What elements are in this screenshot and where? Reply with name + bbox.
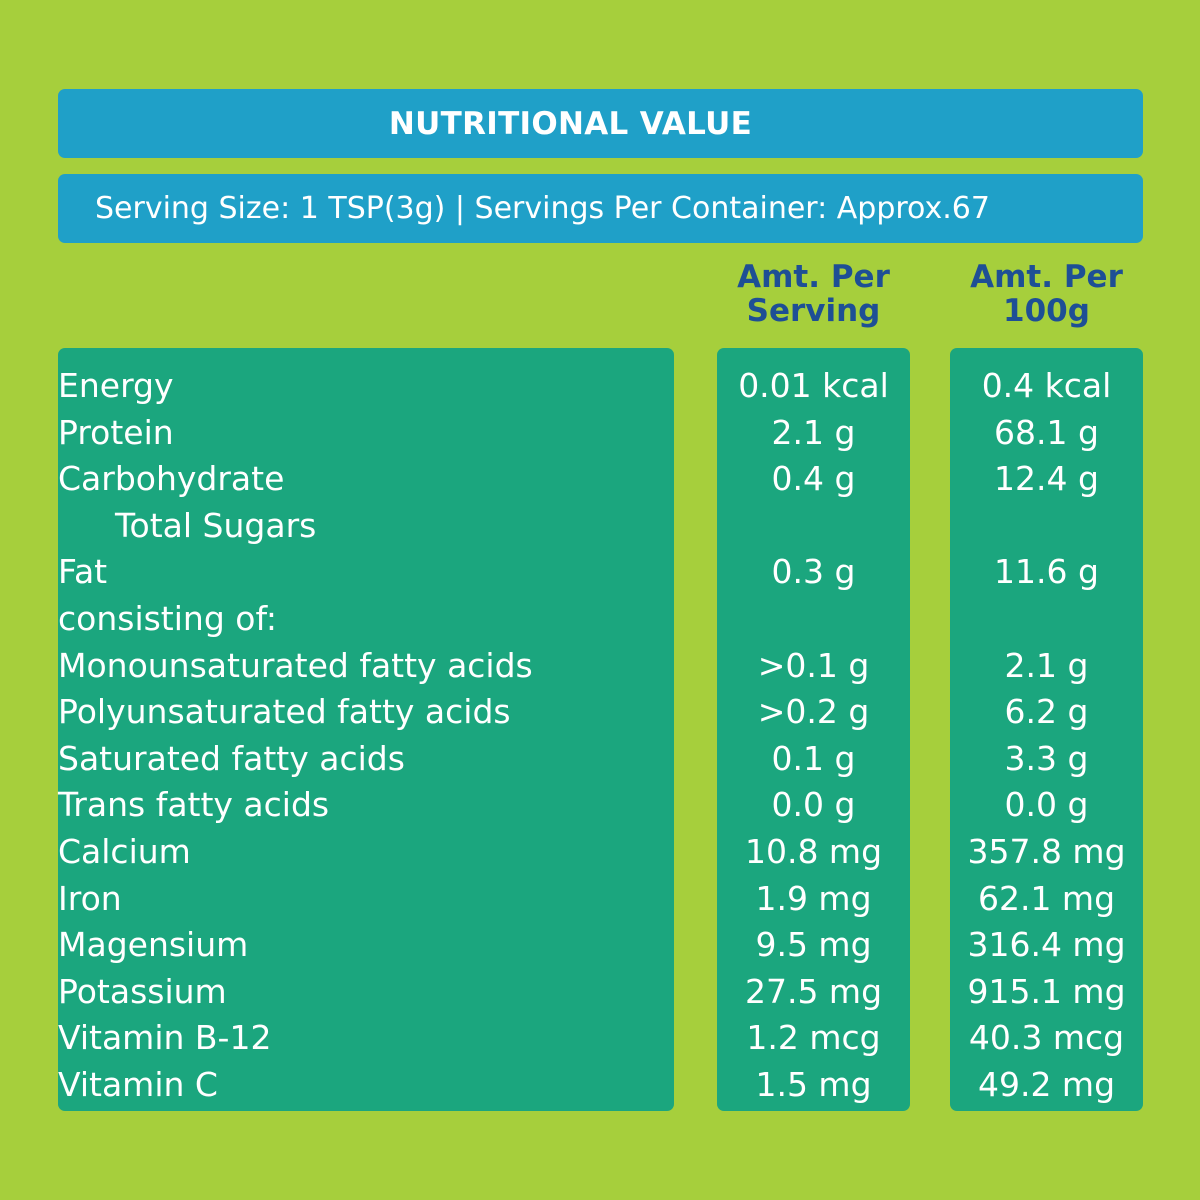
- nutrient-name: Vitamin C: [58, 1064, 218, 1104]
- nutrient-name: consisting of:: [58, 598, 278, 638]
- per-serving-value: [717, 503, 910, 550]
- per-serving-value: 0.3 g: [771, 552, 856, 592]
- per-serving-value: 9.5 mg: [755, 925, 872, 965]
- per-serving-value: 27.5 mg: [744, 971, 883, 1011]
- title-bar: NUTRITIONAL VALUE: [58, 89, 1143, 158]
- per-100g-value: 2.1 g: [1004, 645, 1089, 685]
- nutrient-name: Fat: [58, 552, 108, 592]
- per-100g-value: 6.2 g: [1004, 692, 1089, 732]
- nutrient-name: Energy: [58, 366, 174, 405]
- per-100g-value: 3.3 g: [1004, 738, 1089, 778]
- per-serving-value: 2.1 g: [771, 412, 856, 452]
- per-serving-value: 0.1 g: [771, 738, 856, 778]
- per-100g-value: [950, 503, 1143, 550]
- per-serving-value: >0.2 g: [757, 692, 870, 732]
- nutrient-name: Vitamin B-12: [58, 1018, 272, 1058]
- per-serving-value: >0.1 g: [757, 645, 870, 685]
- per-100g-value: 11.6 g: [994, 552, 1099, 592]
- per-serving-panel: 0.01 kcal 2.1 g 0.4 g 0.3 g >0.1 g >0.2 g 0.1 …: [717, 348, 910, 1111]
- nutrient-names-panel: Energy Protein Carbohydrate Total Sugars Fat…: [58, 348, 674, 1111]
- nutrient-name: Polyunsaturated fatty acids: [58, 692, 511, 732]
- per-100g-value: [950, 596, 1143, 643]
- per-serving-value: [717, 596, 910, 643]
- nutrient-name: Total Sugars: [115, 505, 317, 545]
- nutrient-name: Saturated fatty acids: [58, 738, 405, 778]
- column-heading-line: Amt. Per: [737, 259, 890, 295]
- nutrient-name: Calcium: [58, 831, 191, 871]
- nutrient-name: Monounsaturated fatty acids: [58, 645, 533, 685]
- per-100g-value: 0.4 kcal: [981, 366, 1112, 405]
- column-heading-per-serving: Amt. Per Serving: [717, 260, 910, 328]
- nutrient-name: Iron: [58, 878, 122, 918]
- per-100g-panel: 0.4 kcal 68.1 g 12.4 g 11.6 g 2.1 g 6.2 g 3.3 …: [950, 348, 1143, 1111]
- column-heading-line: 100g: [1003, 293, 1090, 329]
- nutrient-name: Trans fatty acids: [58, 785, 330, 825]
- per-serving-value: 0.4 g: [771, 459, 856, 499]
- nutrient-name: Protein: [58, 412, 174, 452]
- per-serving-value: 0.0 g: [771, 785, 856, 825]
- serving-info-bar: Serving Size: 1 TSP(3g) | Servings Per C…: [58, 174, 1143, 243]
- per-serving-value: 10.8 mg: [744, 831, 883, 871]
- per-serving-value: 1.5 mg: [755, 1064, 872, 1104]
- nutrient-name: Magensium: [58, 925, 249, 965]
- per-serving-value: 1.2 mcg: [746, 1018, 881, 1058]
- per-serving-value: 0.01 kcal: [738, 366, 889, 405]
- per-100g-value: 40.3 mcg: [968, 1018, 1125, 1058]
- column-heading-line: Serving: [746, 293, 881, 329]
- per-100g-value: 0.0 g: [1004, 785, 1089, 825]
- per-100g-value: 12.4 g: [994, 459, 1099, 499]
- column-heading-line: Amt. Per: [970, 259, 1123, 295]
- per-100g-value: 316.4 mg: [967, 925, 1126, 965]
- per-100g-value: 49.2 mg: [977, 1064, 1116, 1104]
- per-100g-value: 357.8 mg: [967, 831, 1126, 871]
- per-serving-value: 1.9 mg: [755, 878, 872, 918]
- per-100g-values-list: 0.4 kcal 68.1 g 12.4 g 11.6 g 2.1 g 6.2 g 3.3 …: [950, 363, 1143, 1109]
- per-serving-values-list: 0.01 kcal 2.1 g 0.4 g 0.3 g >0.1 g >0.2 g 0.1 …: [717, 363, 910, 1109]
- nutrient-names-list: Energy Protein Carbohydrate Total Sugars Fat…: [58, 363, 674, 1109]
- per-100g-value: 68.1 g: [994, 412, 1099, 452]
- nutrient-name: Carbohydrate: [58, 459, 285, 499]
- column-heading-per-100g: Amt. Per 100g: [950, 260, 1143, 328]
- page-title: NUTRITIONAL VALUE: [388, 105, 753, 142]
- per-100g-value: 62.1 mg: [977, 878, 1116, 918]
- nutrient-name: Potassium: [58, 971, 227, 1011]
- serving-info: Serving Size: 1 TSP(3g) | Servings Per C…: [95, 191, 990, 226]
- per-100g-value: 915.1 mg: [967, 971, 1126, 1011]
